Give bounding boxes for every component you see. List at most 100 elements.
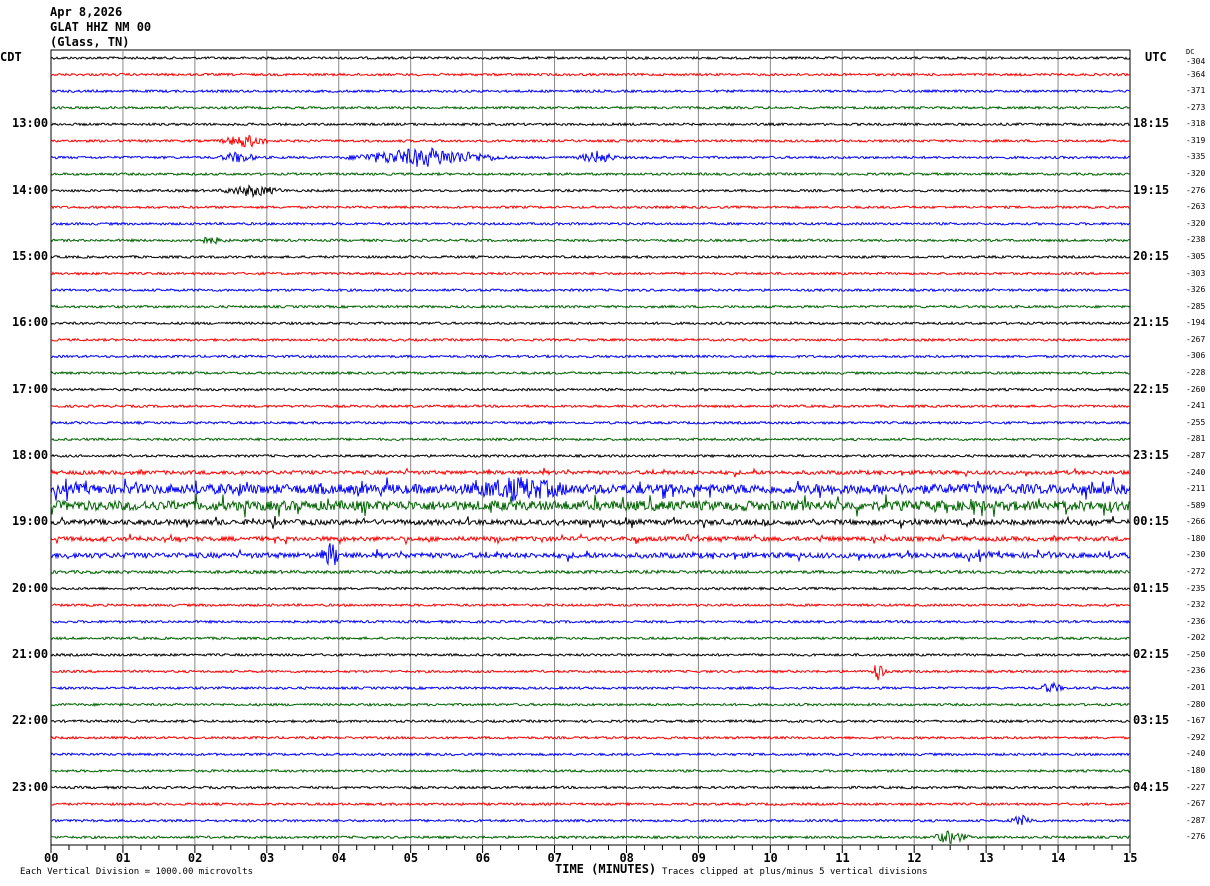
dc-offset-label: -260 (1186, 384, 1206, 394)
cdt-hour-label: 23:00 (12, 779, 49, 794)
x-tick-label: 10 (763, 851, 778, 865)
trace-line (50, 184, 1131, 199)
trace-line (50, 493, 1131, 518)
dc-offset-label: -236 (1186, 616, 1206, 626)
dc-offset-label: -228 (1186, 368, 1206, 378)
trace-line (51, 403, 1131, 409)
trace-line (50, 735, 1131, 741)
cdt-hour-label: 13:00 (12, 116, 49, 131)
cdt-hour-label: 20:00 (12, 580, 49, 595)
trace-line (51, 437, 1131, 442)
trace-line (50, 586, 1131, 591)
trace-line (50, 768, 1131, 774)
cdt-hour-label: 22:00 (12, 713, 49, 728)
utc-hour-label: 21:15 (1133, 315, 1170, 330)
dc-offset-label: -194 (1186, 318, 1206, 328)
trace-line (50, 287, 1131, 293)
left-timezone: CDT (0, 50, 22, 64)
dc-offset-label: -318 (1186, 119, 1206, 129)
dc-offset-label: -167 (1186, 716, 1206, 726)
dc-offset-label: -273 (1186, 102, 1206, 112)
utc-hour-label: 00:15 (1133, 514, 1170, 529)
trace-line (50, 387, 1131, 393)
dc-offset-label: -335 (1186, 152, 1206, 162)
location-title: (Glass, TN) (50, 35, 130, 49)
x-tick-label: 15 (1123, 851, 1138, 865)
dc-offset-label: -267 (1186, 799, 1206, 809)
dc-offset-label: -287 (1186, 815, 1206, 825)
x-tick-label: 09 (691, 851, 706, 865)
trace-line (50, 602, 1131, 608)
dc-offset-label: -285 (1186, 301, 1206, 311)
trace-line (50, 204, 1131, 210)
dc-offset-label: -240 (1186, 749, 1206, 759)
trace-line (50, 532, 1131, 546)
dc-offset-label: -319 (1186, 135, 1206, 145)
x-tick-label: 02 (187, 851, 203, 865)
cdt-hour-label: 18:00 (12, 447, 49, 462)
clip-note: Traces clipped at plus/minus 5 vertical … (662, 867, 928, 877)
utc-hour-label: 02:15 (1133, 646, 1170, 661)
dc-offset-label: -305 (1186, 251, 1206, 261)
dc-offset-label: -266 (1186, 517, 1206, 527)
trace-line (50, 337, 1131, 343)
utc-hour-label: 04:15 (1133, 779, 1170, 794)
trace-line (50, 619, 1131, 625)
dc-offset-label: -180 (1186, 765, 1206, 775)
trace-line (50, 543, 1131, 566)
dc-offset-label: -320 (1186, 169, 1206, 179)
dc-offset-label: -250 (1186, 649, 1206, 659)
trace-line (50, 785, 1130, 790)
x-tick-label: 03 (259, 851, 275, 865)
trace-line (50, 751, 1131, 757)
dc-offset-label: -230 (1186, 550, 1206, 560)
trace-line (50, 271, 1131, 276)
cdt-hour-label: 21:00 (12, 646, 49, 661)
x-tick-label: 14 (1051, 851, 1066, 865)
station-title: GLAT HHZ NM 00 (50, 20, 152, 34)
cdt-hour-label: 16:00 (12, 315, 49, 330)
trace-line (50, 55, 1131, 61)
dc-offset-label: -320 (1186, 218, 1206, 228)
dc-offset-label: -326 (1186, 285, 1206, 295)
dc-offset-label: -589 (1186, 500, 1206, 510)
dc-offset-label: -211 (1186, 484, 1206, 494)
utc-hour-label: 19:15 (1133, 182, 1170, 197)
right-timezone: UTC (1145, 50, 1167, 64)
utc-hour-label: 23:15 (1133, 447, 1170, 462)
cdt-hour-label: 14:00 (12, 182, 49, 197)
dc-offset-label: -201 (1186, 683, 1206, 693)
dc-offset-label: -292 (1186, 732, 1206, 742)
x-tick-label: 06 (475, 851, 491, 865)
dc-offset-label: -281 (1186, 434, 1206, 444)
dc-offset-label: -364 (1186, 69, 1206, 79)
trace-line (50, 681, 1131, 693)
trace-line (50, 477, 1131, 502)
dc-offset-label: -303 (1186, 268, 1206, 278)
cdt-hour-label: 19:00 (12, 514, 49, 529)
x-tick-label: 01 (115, 851, 131, 865)
trace-line (50, 320, 1131, 326)
dc-offset-label: -276 (1186, 832, 1206, 842)
trace-line (50, 814, 1131, 826)
x-axis-label: TIME (MINUTES) (555, 862, 657, 876)
dc-offset-label: -235 (1186, 583, 1206, 593)
x-tick-label: 07 (547, 851, 562, 865)
utc-hour-label: 18:15 (1133, 116, 1170, 131)
x-tick-label: 08 (619, 851, 634, 865)
trace-line (50, 718, 1131, 724)
trace-line (50, 72, 1131, 77)
utc-hour-label: 22:15 (1133, 381, 1170, 396)
trace-line (50, 420, 1131, 426)
trace-line (50, 665, 1131, 681)
trace-line (50, 236, 1131, 245)
dc-offset-label: -306 (1186, 351, 1206, 361)
dc-offset-label: -280 (1186, 699, 1206, 709)
trace-line (50, 652, 1131, 658)
dc-offset-label: -236 (1186, 666, 1206, 676)
dc-offset-label: -287 (1186, 450, 1206, 460)
dc-offset-label: -267 (1186, 334, 1206, 344)
trace-line (50, 88, 1131, 94)
